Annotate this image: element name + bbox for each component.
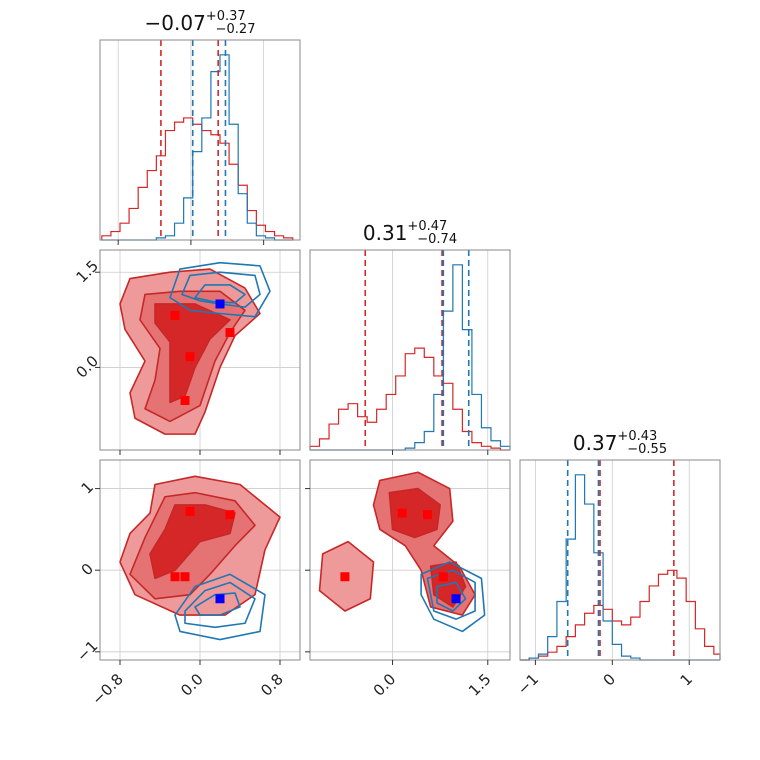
contour-blue: [426, 569, 476, 620]
title-minus: −0.74: [417, 232, 457, 247]
marker-blue: [215, 299, 225, 309]
x-tick-label: −1: [514, 670, 542, 698]
x-tick-label: 0.0: [370, 670, 400, 700]
histogram-blue-param1: [101, 54, 293, 241]
x-tick-label: 0: [600, 670, 619, 689]
marker-red: [180, 572, 190, 582]
marker-red: [185, 506, 195, 516]
contour-blue: [194, 284, 246, 304]
x-tick-label: 0.8: [257, 670, 287, 700]
contour-blue: [181, 271, 261, 308]
marker-red: [438, 572, 448, 582]
title-value: 0.37: [573, 431, 618, 455]
x-tick-label: −0.8: [88, 670, 126, 708]
panel-title-param3: 0.37+0.43 −0.55: [573, 429, 667, 457]
histogram-red-param2: [309, 347, 510, 451]
param2-vs-param3-contours: [318, 471, 486, 633]
offdiag-frame-2: [309, 459, 511, 661]
contour-blue: [174, 573, 266, 641]
contour-blue: [420, 561, 486, 633]
marker-blue: [215, 594, 225, 604]
histogram-blue-param2: [310, 264, 511, 451]
title-plus: +0.47: [407, 219, 447, 234]
histogram-red-param1: [101, 117, 294, 240]
marker-red: [422, 510, 432, 520]
y-tick-label: 0: [78, 560, 97, 579]
diag-grid-0: [117, 40, 265, 240]
y-tick-label: 0.0: [72, 352, 102, 382]
diag-frame-0: [99, 39, 301, 241]
param1-vs-param2-contours: [119, 261, 271, 435]
histogram-blue-param3: [520, 474, 720, 661]
contour-blue: [184, 581, 256, 629]
x-tick-label: 0.0: [177, 670, 207, 700]
title-plus: +0.37: [206, 9, 246, 24]
title-value: 0.31: [363, 221, 408, 245]
marker-red: [170, 572, 180, 582]
y-tick-label: −1: [73, 637, 101, 665]
marker-red: [225, 510, 235, 520]
y-tick-label: 1: [78, 478, 97, 497]
marker-red: [397, 508, 407, 518]
title-value: −0.07: [145, 11, 206, 35]
marker-red: [340, 572, 350, 582]
title-minus: −0.55: [627, 442, 667, 457]
histogram-red-param3: [520, 569, 721, 661]
contour-red: [149, 504, 236, 580]
diag-frame-2: [519, 459, 721, 661]
panel-title-param2: 0.31+0.47 −0.74: [363, 219, 457, 247]
y-tick-label: 1.5: [72, 257, 102, 287]
panel-title-param1: −0.07+0.37 −0.27: [145, 9, 256, 37]
marker-red: [180, 395, 190, 405]
x-tick-label: 1.5: [465, 670, 495, 700]
contour-blue: [169, 261, 271, 318]
marker-blue: [451, 594, 461, 604]
diag-grid-1: [392, 250, 489, 450]
title-plus: +0.43: [617, 429, 657, 444]
contour-blue: [194, 592, 241, 616]
title-minus: −0.27: [216, 22, 256, 37]
x-tick-label: 1: [677, 670, 696, 689]
contour-blue: [436, 581, 467, 612]
contour-red: [388, 487, 441, 539]
marker-red: [185, 352, 195, 362]
param1-vs-param3-contours: [119, 475, 281, 641]
marker-red: [225, 328, 235, 338]
diag-frame-1: [309, 249, 511, 451]
marker-red: [170, 310, 180, 320]
